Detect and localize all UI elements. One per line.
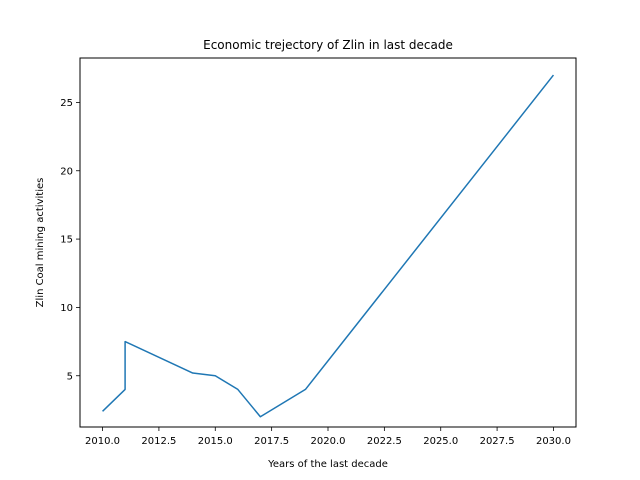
x-tick-label: 2025.0 [423,436,458,447]
x-tick-label: 2010.0 [85,436,120,447]
x-tick-label: 2022.5 [367,436,402,447]
x-tick-label: 2027.5 [480,436,515,447]
x-tick-label: 2030.0 [536,436,571,447]
plot-area: 2010.0 2012.5 2015.0 2017.5 2020.0 2022.5 2025… [60,74,571,447]
y-axis-label: Zlin Coal mining activities [35,178,46,308]
series-line [102,74,555,418]
y-tick-label: 5 [67,371,73,382]
y-tick-label: 25 [60,98,73,109]
y-tick-label: 20 [60,166,73,177]
chart-title: Economic trejectory of Zlin in last deca… [203,38,453,52]
x-axis-label: Years of the last decade [267,459,388,470]
y-tick-label: 15 [60,235,73,246]
x-tick-label: 2020.0 [311,436,346,447]
plot-frame [79,57,577,428]
x-tick-label: 2017.5 [254,436,289,447]
y-tick-label: 10 [60,303,73,314]
x-tick-label: 2012.5 [141,436,176,447]
x-tick-label: 2015.0 [198,436,233,447]
